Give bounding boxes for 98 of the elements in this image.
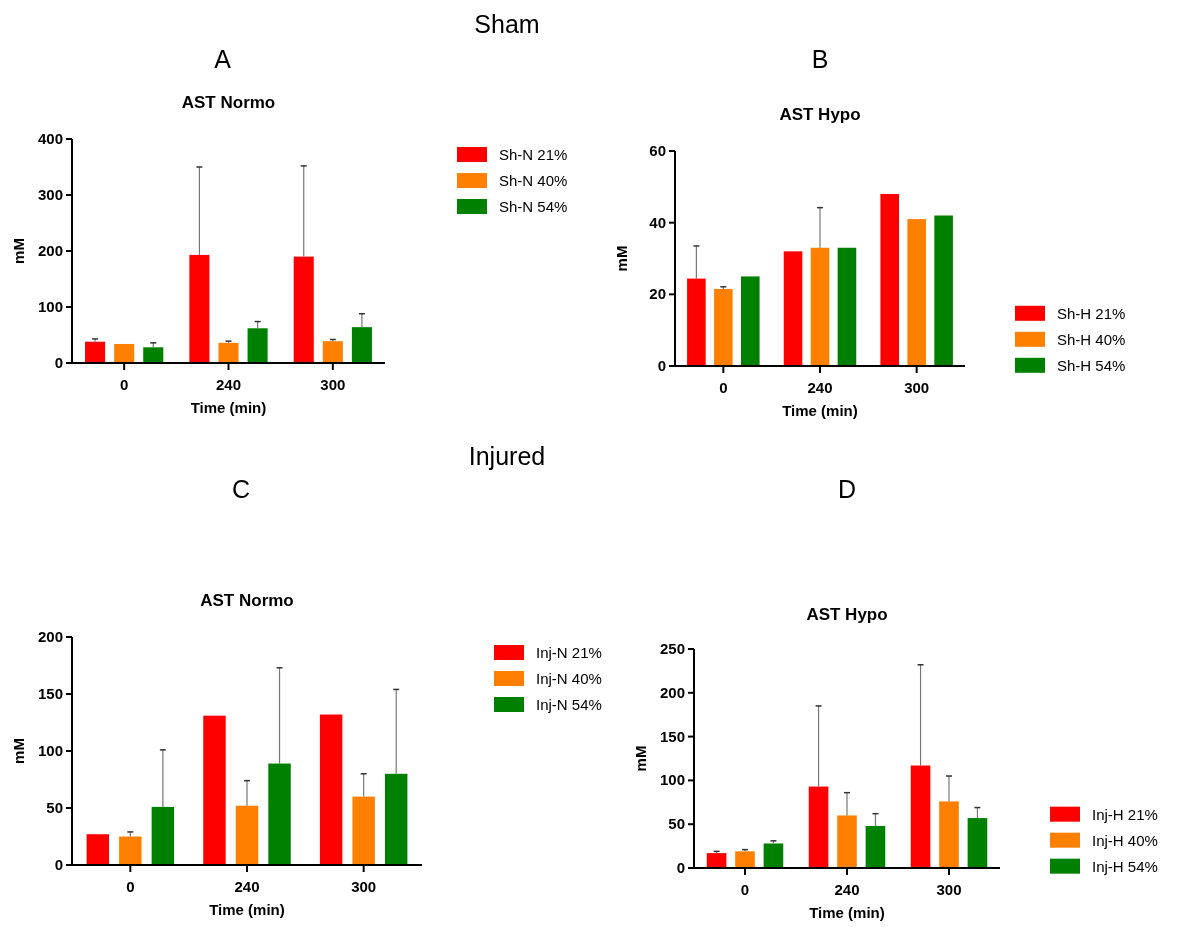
- x-axis-title: Time (min): [209, 901, 285, 918]
- chart-title: AST Hypo: [806, 605, 888, 624]
- y-tick-label: 300: [37, 186, 63, 203]
- bar: [235, 805, 259, 865]
- x-tick-label: 300: [351, 878, 377, 895]
- chart-title: AST Normo: [181, 93, 276, 112]
- x-tick-label: 300: [320, 376, 346, 393]
- y-tick-label: 0: [54, 856, 63, 873]
- legend-label: Sh-H 40%: [1057, 330, 1126, 348]
- bar: [247, 328, 268, 363]
- bar: [783, 251, 803, 366]
- bar: [687, 278, 706, 366]
- legend-label: Sh-H 21%: [1057, 304, 1126, 322]
- bar: [910, 765, 931, 868]
- bar: [763, 843, 784, 868]
- legend-label: Sh-N 40%: [499, 172, 568, 189]
- x-tick-label: 0: [119, 376, 129, 393]
- x-axis-title: Time (min): [190, 399, 267, 416]
- bar: [203, 715, 226, 865]
- y-tick-label: 20: [649, 285, 666, 303]
- x-tick-label: 240: [807, 379, 833, 396]
- bar: [735, 851, 755, 868]
- bar: [293, 256, 314, 363]
- x-tick-label: 240: [215, 376, 242, 393]
- bar: [714, 288, 733, 366]
- legend-label: Inj-H 54%: [1092, 857, 1158, 875]
- y-tick-label: 250: [659, 640, 685, 657]
- x-tick-label: 300: [936, 881, 962, 898]
- y-tick-label: 60: [649, 142, 666, 159]
- y-tick-label: 100: [37, 742, 63, 759]
- bar: [810, 247, 830, 366]
- bar: [85, 341, 106, 363]
- x-axis-title: Time (min): [782, 402, 858, 419]
- bar: [706, 853, 727, 868]
- bar: [865, 825, 886, 868]
- bar: [740, 276, 760, 366]
- chart-subtitle: C: [231, 475, 251, 503]
- bar: [218, 342, 239, 363]
- x-tick-label: 300: [904, 379, 930, 396]
- x-tick-label: 0: [719, 379, 728, 396]
- y-tick-label: 0: [657, 357, 666, 374]
- y-tick-label: 100: [37, 298, 63, 315]
- text: Sham: [474, 10, 540, 38]
- y-axis-title: mM: [10, 738, 27, 764]
- y-tick-label: 100: [659, 771, 685, 789]
- bar: [322, 341, 343, 363]
- bar: [119, 836, 142, 865]
- bar: [880, 194, 900, 366]
- y-axis-title: mM: [632, 745, 649, 772]
- chart-title: AST Normo: [200, 591, 294, 610]
- y-tick-label: 150: [659, 727, 685, 745]
- bar: [351, 327, 372, 363]
- chart-subtitle: D: [837, 475, 857, 503]
- y-tick-label: 400: [37, 130, 63, 147]
- legend-label: Inj-N 40%: [536, 670, 602, 687]
- bar: [967, 818, 988, 868]
- legend-label: Sh-N 54%: [499, 198, 568, 215]
- bar: [268, 763, 291, 865]
- bar: [939, 801, 959, 868]
- y-axis-title: mM: [613, 245, 630, 272]
- bar: [907, 219, 926, 366]
- legend-label: Inj-H 40%: [1092, 831, 1158, 849]
- x-tick-label: 240: [234, 878, 260, 895]
- chart-title: AST Hypo: [779, 105, 861, 124]
- y-tick-label: 50: [668, 815, 685, 833]
- y-tick-label: 200: [37, 242, 63, 259]
- chart-subtitle: B: [811, 45, 829, 73]
- x-tick-label: 0: [740, 881, 750, 898]
- legend-label: Inj-N 54%: [536, 696, 602, 713]
- text: Injured: [468, 442, 546, 470]
- bar: [151, 806, 175, 865]
- y-axis-title: mM: [10, 238, 27, 264]
- bar: [114, 343, 135, 363]
- chart-subtitle: A: [214, 45, 232, 73]
- y-tick-label: 0: [676, 859, 685, 876]
- legend-label: Inj-H 21%: [1092, 805, 1158, 823]
- legend-label: Sh-N 21%: [499, 146, 568, 163]
- legend-label: Sh-H 54%: [1057, 356, 1126, 374]
- y-tick-label: 200: [37, 628, 63, 645]
- x-tick-label: 0: [126, 878, 135, 895]
- x-tick-label: 240: [834, 881, 860, 898]
- bar: [837, 247, 857, 366]
- bar: [143, 347, 164, 363]
- bar: [319, 714, 343, 865]
- bar: [189, 254, 210, 363]
- bar: [934, 215, 953, 366]
- bar: [808, 786, 829, 868]
- y-tick-label: 0: [54, 354, 63, 371]
- y-tick-label: 40: [649, 213, 666, 231]
- x-axis-title: Time (min): [809, 904, 885, 921]
- bar: [384, 773, 408, 865]
- legend-label: Inj-N 21%: [536, 644, 602, 661]
- bar: [86, 834, 110, 865]
- y-tick-label: 150: [37, 685, 63, 702]
- bar: [837, 815, 857, 868]
- bar: [352, 796, 375, 865]
- y-tick-label: 50: [46, 799, 63, 816]
- y-tick-label: 200: [659, 683, 685, 701]
